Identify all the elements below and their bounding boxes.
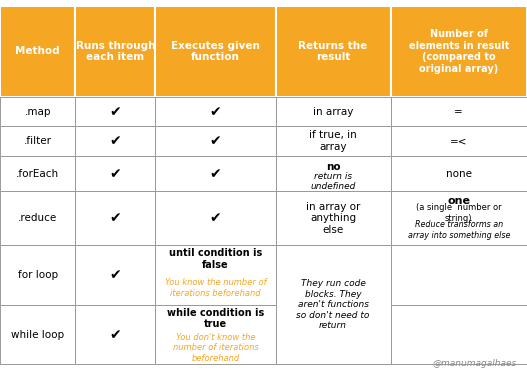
Text: ✔: ✔ bbox=[210, 167, 221, 181]
Bar bbox=[276, 127, 391, 156]
Text: no: no bbox=[326, 162, 340, 172]
Text: while condition is
true: while condition is true bbox=[167, 308, 264, 329]
Text: They run code
blocks. They
aren't functions
so don't need to
return: They run code blocks. They aren't functi… bbox=[296, 279, 370, 330]
Bar bbox=[0, 127, 75, 156]
Bar bbox=[0, 97, 75, 127]
Text: Returns the
result: Returns the result bbox=[298, 40, 368, 62]
Text: ✔: ✔ bbox=[110, 268, 121, 282]
Text: .reduce: .reduce bbox=[18, 213, 57, 223]
Bar bbox=[391, 191, 527, 245]
Text: Reduce transforms an
array into something else: Reduce transforms an array into somethin… bbox=[407, 220, 510, 240]
Bar bbox=[276, 305, 391, 364]
Bar bbox=[0, 6, 75, 97]
Text: in array: in array bbox=[313, 107, 353, 117]
Bar bbox=[391, 305, 527, 364]
Bar bbox=[391, 156, 527, 191]
Text: ✔: ✔ bbox=[110, 167, 121, 181]
Bar bbox=[155, 97, 276, 127]
Bar bbox=[75, 6, 155, 97]
Text: Runs through
each item: Runs through each item bbox=[76, 40, 155, 62]
Bar bbox=[0, 156, 75, 191]
Bar bbox=[155, 127, 276, 156]
Text: Executes given
function: Executes given function bbox=[171, 40, 260, 62]
Text: until condition is
false: until condition is false bbox=[169, 248, 262, 269]
Bar bbox=[276, 245, 391, 305]
Text: for loop: for loop bbox=[17, 270, 58, 280]
Text: You don't know the
number of iterations
beforehand: You don't know the number of iterations … bbox=[173, 333, 258, 363]
Bar bbox=[75, 245, 155, 305]
Bar bbox=[0, 305, 75, 364]
Bar bbox=[276, 6, 391, 97]
Bar bbox=[391, 127, 527, 156]
Text: @manumagalhaes: @manumagalhaes bbox=[432, 359, 516, 368]
Text: ✔: ✔ bbox=[210, 211, 221, 225]
Text: Number of
elements in result
(compared to
original array): Number of elements in result (compared t… bbox=[408, 29, 509, 74]
Text: .forEach: .forEach bbox=[16, 169, 59, 179]
Bar bbox=[276, 97, 391, 127]
Text: none: none bbox=[446, 169, 472, 179]
Bar bbox=[276, 191, 391, 245]
Bar bbox=[391, 97, 527, 127]
Text: ✔: ✔ bbox=[210, 134, 221, 148]
Text: ✔: ✔ bbox=[110, 134, 121, 148]
Text: ✔: ✔ bbox=[110, 105, 121, 119]
Text: if true, in
array: if true, in array bbox=[309, 130, 357, 152]
Bar bbox=[75, 305, 155, 364]
Bar bbox=[75, 127, 155, 156]
Bar bbox=[155, 305, 276, 364]
Bar bbox=[391, 245, 527, 305]
Text: .filter: .filter bbox=[24, 136, 52, 146]
Text: ✔: ✔ bbox=[110, 211, 121, 225]
Bar bbox=[0, 191, 75, 245]
Bar bbox=[0, 245, 75, 305]
Bar bbox=[155, 191, 276, 245]
Bar bbox=[391, 6, 527, 97]
Text: Method: Method bbox=[15, 46, 60, 56]
Text: .map: .map bbox=[24, 107, 51, 117]
Bar bbox=[155, 245, 276, 305]
Bar bbox=[75, 97, 155, 127]
Bar bbox=[75, 191, 155, 245]
Text: return is
undefined: return is undefined bbox=[310, 172, 356, 191]
Bar bbox=[75, 156, 155, 191]
Text: ✔: ✔ bbox=[210, 105, 221, 119]
Text: (a single  number or
string): (a single number or string) bbox=[416, 203, 502, 222]
Text: while loop: while loop bbox=[11, 330, 64, 340]
Bar bbox=[155, 156, 276, 191]
Text: =<: =< bbox=[450, 136, 467, 146]
Bar bbox=[155, 6, 276, 97]
Text: =: = bbox=[454, 107, 463, 117]
Text: one: one bbox=[447, 196, 470, 206]
Text: ✔: ✔ bbox=[110, 328, 121, 342]
Text: You know the number of
iterations beforehand: You know the number of iterations before… bbox=[165, 278, 266, 298]
Bar bbox=[276, 156, 391, 191]
Text: in array or
anything
else: in array or anything else bbox=[306, 202, 360, 235]
Bar bbox=[276, 245, 391, 364]
